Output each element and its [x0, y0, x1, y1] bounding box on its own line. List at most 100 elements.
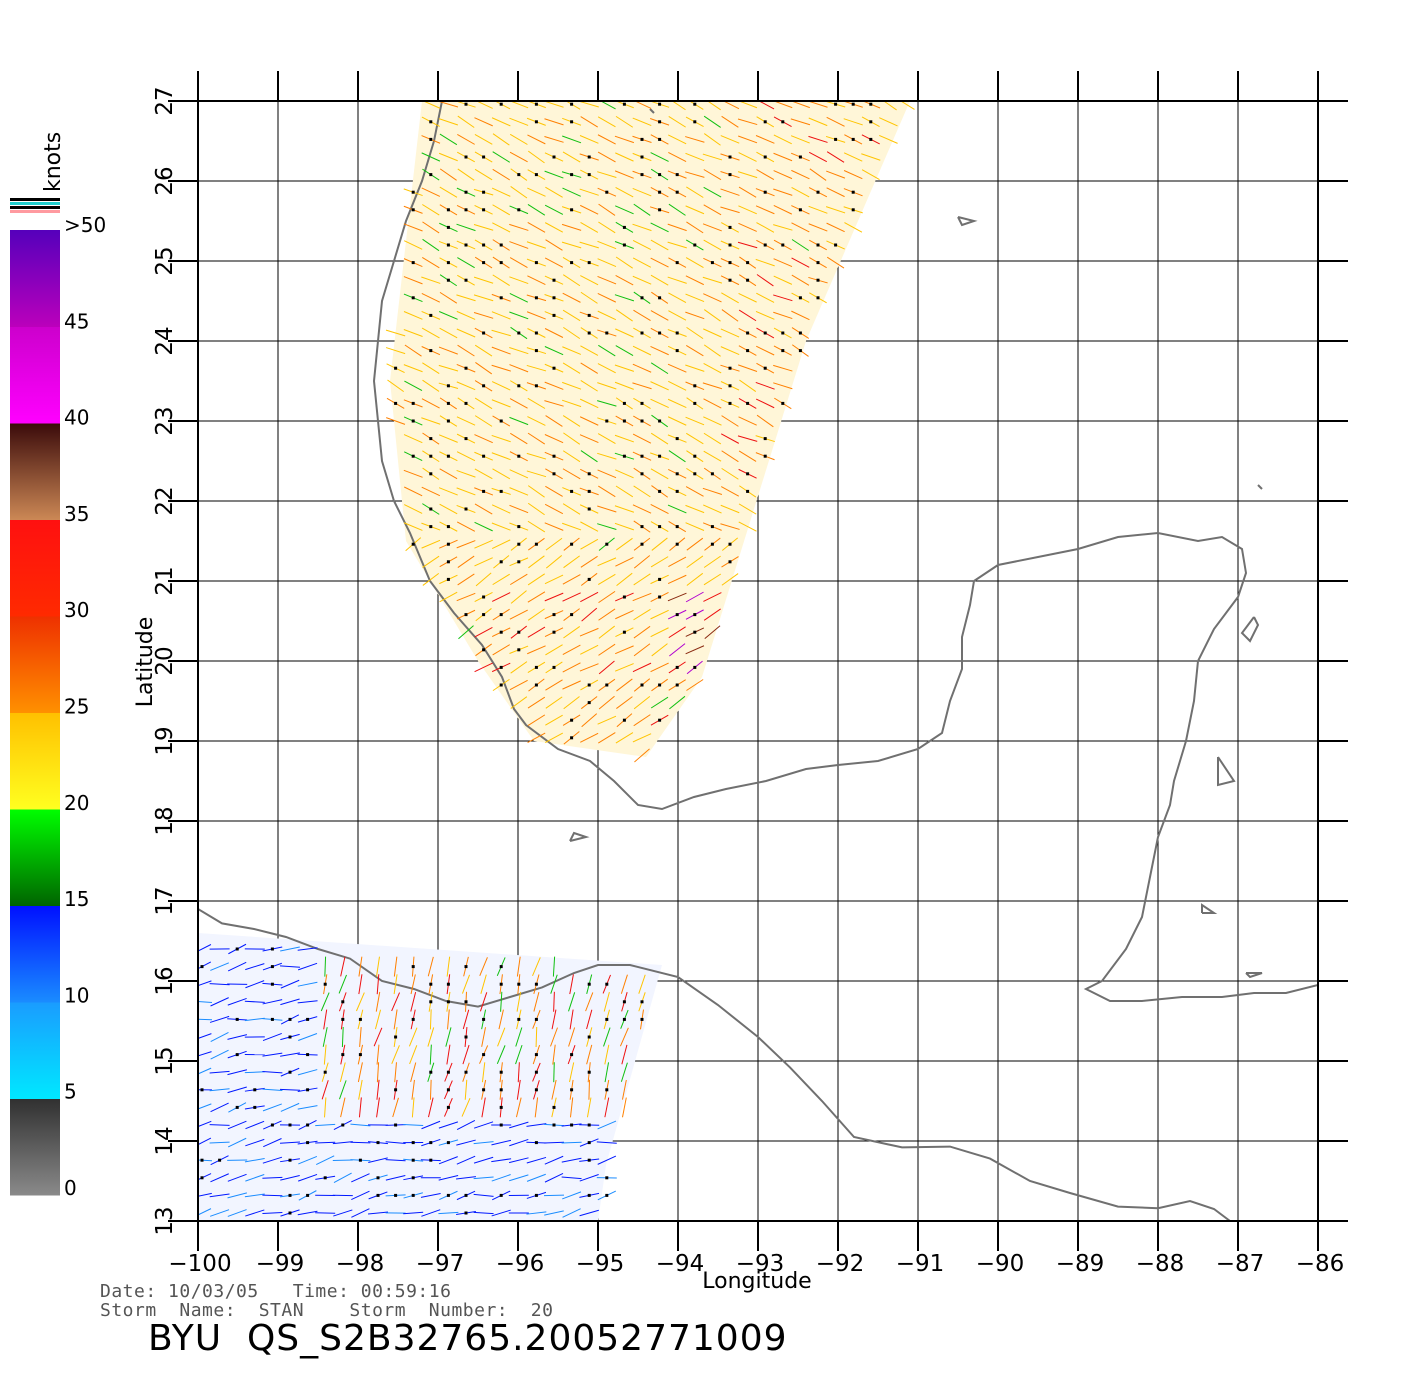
- rain-flag-dot: [605, 542, 609, 546]
- wind-vector: [579, 101, 599, 108]
- rain-flag-dot: [482, 261, 486, 265]
- rain-flag-dot: [270, 982, 274, 986]
- wind-vector: [826, 187, 845, 198]
- wind-vector: [491, 381, 511, 391]
- island-outline: [1201, 903, 1218, 914]
- wind-vector: [385, 1174, 406, 1181]
- wind-vector: [563, 432, 581, 445]
- wind-vector: [737, 118, 758, 126]
- wind-vector: [262, 1176, 283, 1179]
- wind-vector: [563, 555, 580, 569]
- island-outline: [1240, 616, 1260, 643]
- wind-vector: [702, 382, 723, 390]
- rain-flag-dot: [798, 331, 802, 335]
- wind-vector: [703, 592, 722, 602]
- rain-flag-dot: [411, 1017, 415, 1021]
- wind-vector: [879, 134, 898, 144]
- wind-vector: [756, 222, 775, 233]
- wind-vector: [562, 135, 582, 144]
- wind-vector: [527, 645, 546, 655]
- x-tick-label: −96: [496, 1251, 545, 1277]
- wind-vector: [597, 452, 617, 460]
- rain-flag-dot: [306, 1053, 310, 1057]
- rain-flag-dot: [200, 1158, 204, 1162]
- x-tick-label: −94: [656, 1251, 705, 1277]
- wind-vector: [509, 133, 528, 145]
- rain-flag-dot: [675, 525, 679, 529]
- wind-vector: [457, 344, 475, 357]
- wind-vector: [632, 433, 652, 444]
- rain-flag-dot: [658, 489, 662, 493]
- wind-vector: [245, 963, 265, 971]
- wind-vector: [421, 1209, 441, 1217]
- wind-vector: [457, 573, 475, 586]
- color-bar-label: 45: [64, 309, 89, 333]
- wind-vector: [703, 115, 721, 128]
- wind-vector: [391, 1045, 400, 1065]
- wind-vector: [755, 381, 775, 390]
- wind-vector: [410, 1062, 417, 1082]
- wind-vector: [403, 240, 423, 250]
- wind-vector: [561, 1141, 582, 1144]
- wind-vector: [685, 522, 705, 531]
- rain-flag-dot: [306, 1017, 310, 1021]
- rain-flag-dot: [534, 1193, 538, 1197]
- wind-vector: [703, 344, 721, 357]
- wind-vector: [579, 434, 599, 444]
- wind-vector: [544, 328, 564, 338]
- wind-vector: [598, 695, 615, 710]
- wind-vector: [491, 346, 511, 355]
- wind-vector: [491, 399, 511, 408]
- rain-flag-dot: [534, 982, 538, 986]
- wind-vector: [456, 1176, 476, 1180]
- wind-vector: [262, 1032, 282, 1042]
- wind-vector: [615, 556, 634, 567]
- color-band-0-5: [10, 1098, 60, 1196]
- rain-flag-dot: [446, 542, 450, 546]
- wind-vector: [227, 961, 247, 972]
- wind-vector: [473, 224, 494, 231]
- wind-vector: [650, 468, 669, 480]
- wind-vector: [422, 238, 440, 252]
- wind-vector: [544, 400, 564, 407]
- wind-vector: [462, 1044, 470, 1065]
- wind-vector: [457, 133, 475, 145]
- wind-vector: [737, 171, 758, 179]
- wind-vector: [569, 974, 574, 995]
- wind-vector: [632, 733, 652, 743]
- rain-flag-dot: [675, 683, 679, 687]
- rain-flag-dot: [446, 208, 450, 212]
- wind-vector: [509, 679, 528, 691]
- wind-vector: [720, 328, 740, 338]
- wind-vector: [650, 609, 669, 620]
- rain-flag-dot: [446, 401, 450, 405]
- rain-flag-dot: [482, 384, 486, 388]
- wind-vector: [615, 485, 634, 498]
- y-tick-label: 22: [152, 486, 178, 515]
- wind-vector: [773, 224, 793, 231]
- wind-vector: [597, 151, 616, 163]
- wind-vector: [615, 309, 633, 322]
- wind-vector: [632, 257, 652, 268]
- northern-swath: [390, 101, 910, 757]
- wind-vector: [447, 1009, 450, 1030]
- rain-flag-dot: [781, 120, 785, 124]
- wind-vector: [209, 1088, 230, 1092]
- wind-vector: [632, 239, 652, 251]
- wind-vector: [773, 311, 793, 320]
- wind-vector: [580, 345, 599, 356]
- wind-vector: [411, 1097, 415, 1118]
- wind-vector: [620, 1062, 628, 1082]
- rain-flag-dot: [640, 401, 644, 405]
- rain-flag-dot: [499, 1123, 503, 1127]
- wind-vector: [491, 1174, 511, 1182]
- wind-vector: [508, 1157, 529, 1164]
- wind-vector: [562, 1208, 581, 1218]
- wind-vector: [614, 663, 634, 672]
- wind-vector: [297, 1000, 318, 1004]
- rain-flag-dot: [358, 1158, 362, 1162]
- wind-vector: [755, 398, 775, 409]
- wind-vector: [597, 363, 616, 374]
- wind-vector: [667, 398, 687, 408]
- wind-vector: [491, 1139, 512, 1146]
